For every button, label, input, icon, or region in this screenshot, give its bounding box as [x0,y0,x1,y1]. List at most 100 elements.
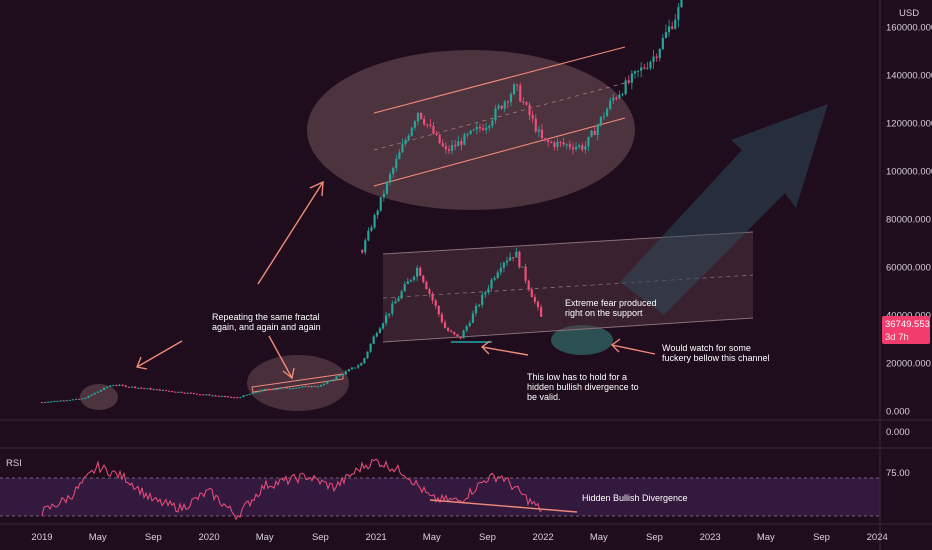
price-candle [96,391,99,393]
annotation-fear-line2: right on the support [565,308,643,318]
last-price-value: 36749.553 [885,319,930,330]
projection-candle [571,147,575,150]
projection-candle [519,85,522,102]
projection-candle [599,116,602,126]
last-price-tag [882,316,930,344]
price-candle [47,401,50,403]
price-candle [378,328,381,334]
price-candle [512,257,515,259]
price-candle [99,390,102,392]
projection-candle [500,105,503,109]
projection-candle [438,134,441,144]
time-tick-label: May [89,532,107,543]
price-candle [192,393,195,395]
price-candle [248,393,251,395]
projection-channel-mid [373,82,626,151]
fractal-highlight-2020 [247,355,349,411]
projection-candle [466,133,469,135]
price-candle [474,305,478,314]
price-candle [242,395,245,398]
projection-candle [618,94,621,99]
price-candle [360,363,363,366]
price-candle [490,279,493,289]
price-candle [332,379,335,381]
annotation-fractal-line1: Repeating the same fractal [212,312,320,322]
price-candle [347,369,350,372]
price-candle [493,277,496,280]
projection-candle [605,108,609,117]
rsi-tick-label: 75.00 [886,468,910,479]
projection-candle [537,129,540,132]
price-candle [459,336,462,339]
projection-candle [426,124,429,126]
projection-candle [534,118,537,132]
price-candle [487,288,490,293]
price-candle [425,282,428,290]
price-candle [217,395,220,397]
price-candle [273,389,276,391]
projection-candle [379,197,382,211]
price-candle [316,386,319,388]
price-candle [115,385,118,387]
rsi-series [41,458,543,521]
fractal-arrow-down [268,335,293,379]
time-tick-label: May [757,532,775,543]
projection-candle [450,145,454,151]
price-candle [149,388,152,390]
projection-candle [364,240,367,253]
projection-candle [630,73,633,83]
projection-candle [395,159,398,168]
price-candle [251,392,254,394]
projection-candle [574,146,578,150]
projection-candle [491,120,494,126]
price-candle [307,386,310,388]
price-candle [226,396,230,398]
price-candle [419,267,422,276]
projection-candle [590,130,593,137]
projection-candle [553,142,556,147]
price-candle [412,276,416,280]
annotation-fuckery-line1: Would watch for some [662,343,751,353]
time-tick-label: Sep [646,532,663,543]
annotation-low-line2: hidden bullish divergence to [527,382,639,392]
price-candle [450,331,453,333]
price-candle [140,387,143,389]
low-arrow [481,346,529,356]
price-candle [394,301,397,304]
price-candle [478,304,481,306]
fractal-arrow-up [257,181,324,285]
price-candle [71,399,75,401]
price-candle [124,385,127,387]
price-candle [56,400,59,402]
price-candle [481,294,484,305]
price-candle [295,387,298,389]
price-candle [220,396,223,398]
time-tick-label: Sep [145,532,162,543]
secondary-axis-value: 0.000 [886,427,910,438]
projection-candle [416,112,420,122]
price-candle [310,386,313,388]
price-candle [127,386,130,388]
price-candle [385,315,388,324]
price-candle [75,398,78,400]
projection-candle [447,149,451,151]
projection-candle [531,115,534,119]
projection-candle [646,68,649,70]
projection-candle [469,130,472,134]
projection-series [361,0,683,255]
projection-candle [661,37,664,49]
projection-candle [680,0,683,8]
price-candle [205,394,208,396]
price-candle [189,392,192,394]
price-candle [447,328,450,332]
target-arrow [620,104,828,315]
price-candle [313,386,316,388]
price-candle [254,392,257,394]
projection-candle [376,210,379,216]
projection-candle [370,227,373,231]
price-candle [202,394,205,396]
projection-candle [361,250,364,253]
price-tick-label: 60000.000 [886,263,931,274]
price-candle [338,375,341,377]
